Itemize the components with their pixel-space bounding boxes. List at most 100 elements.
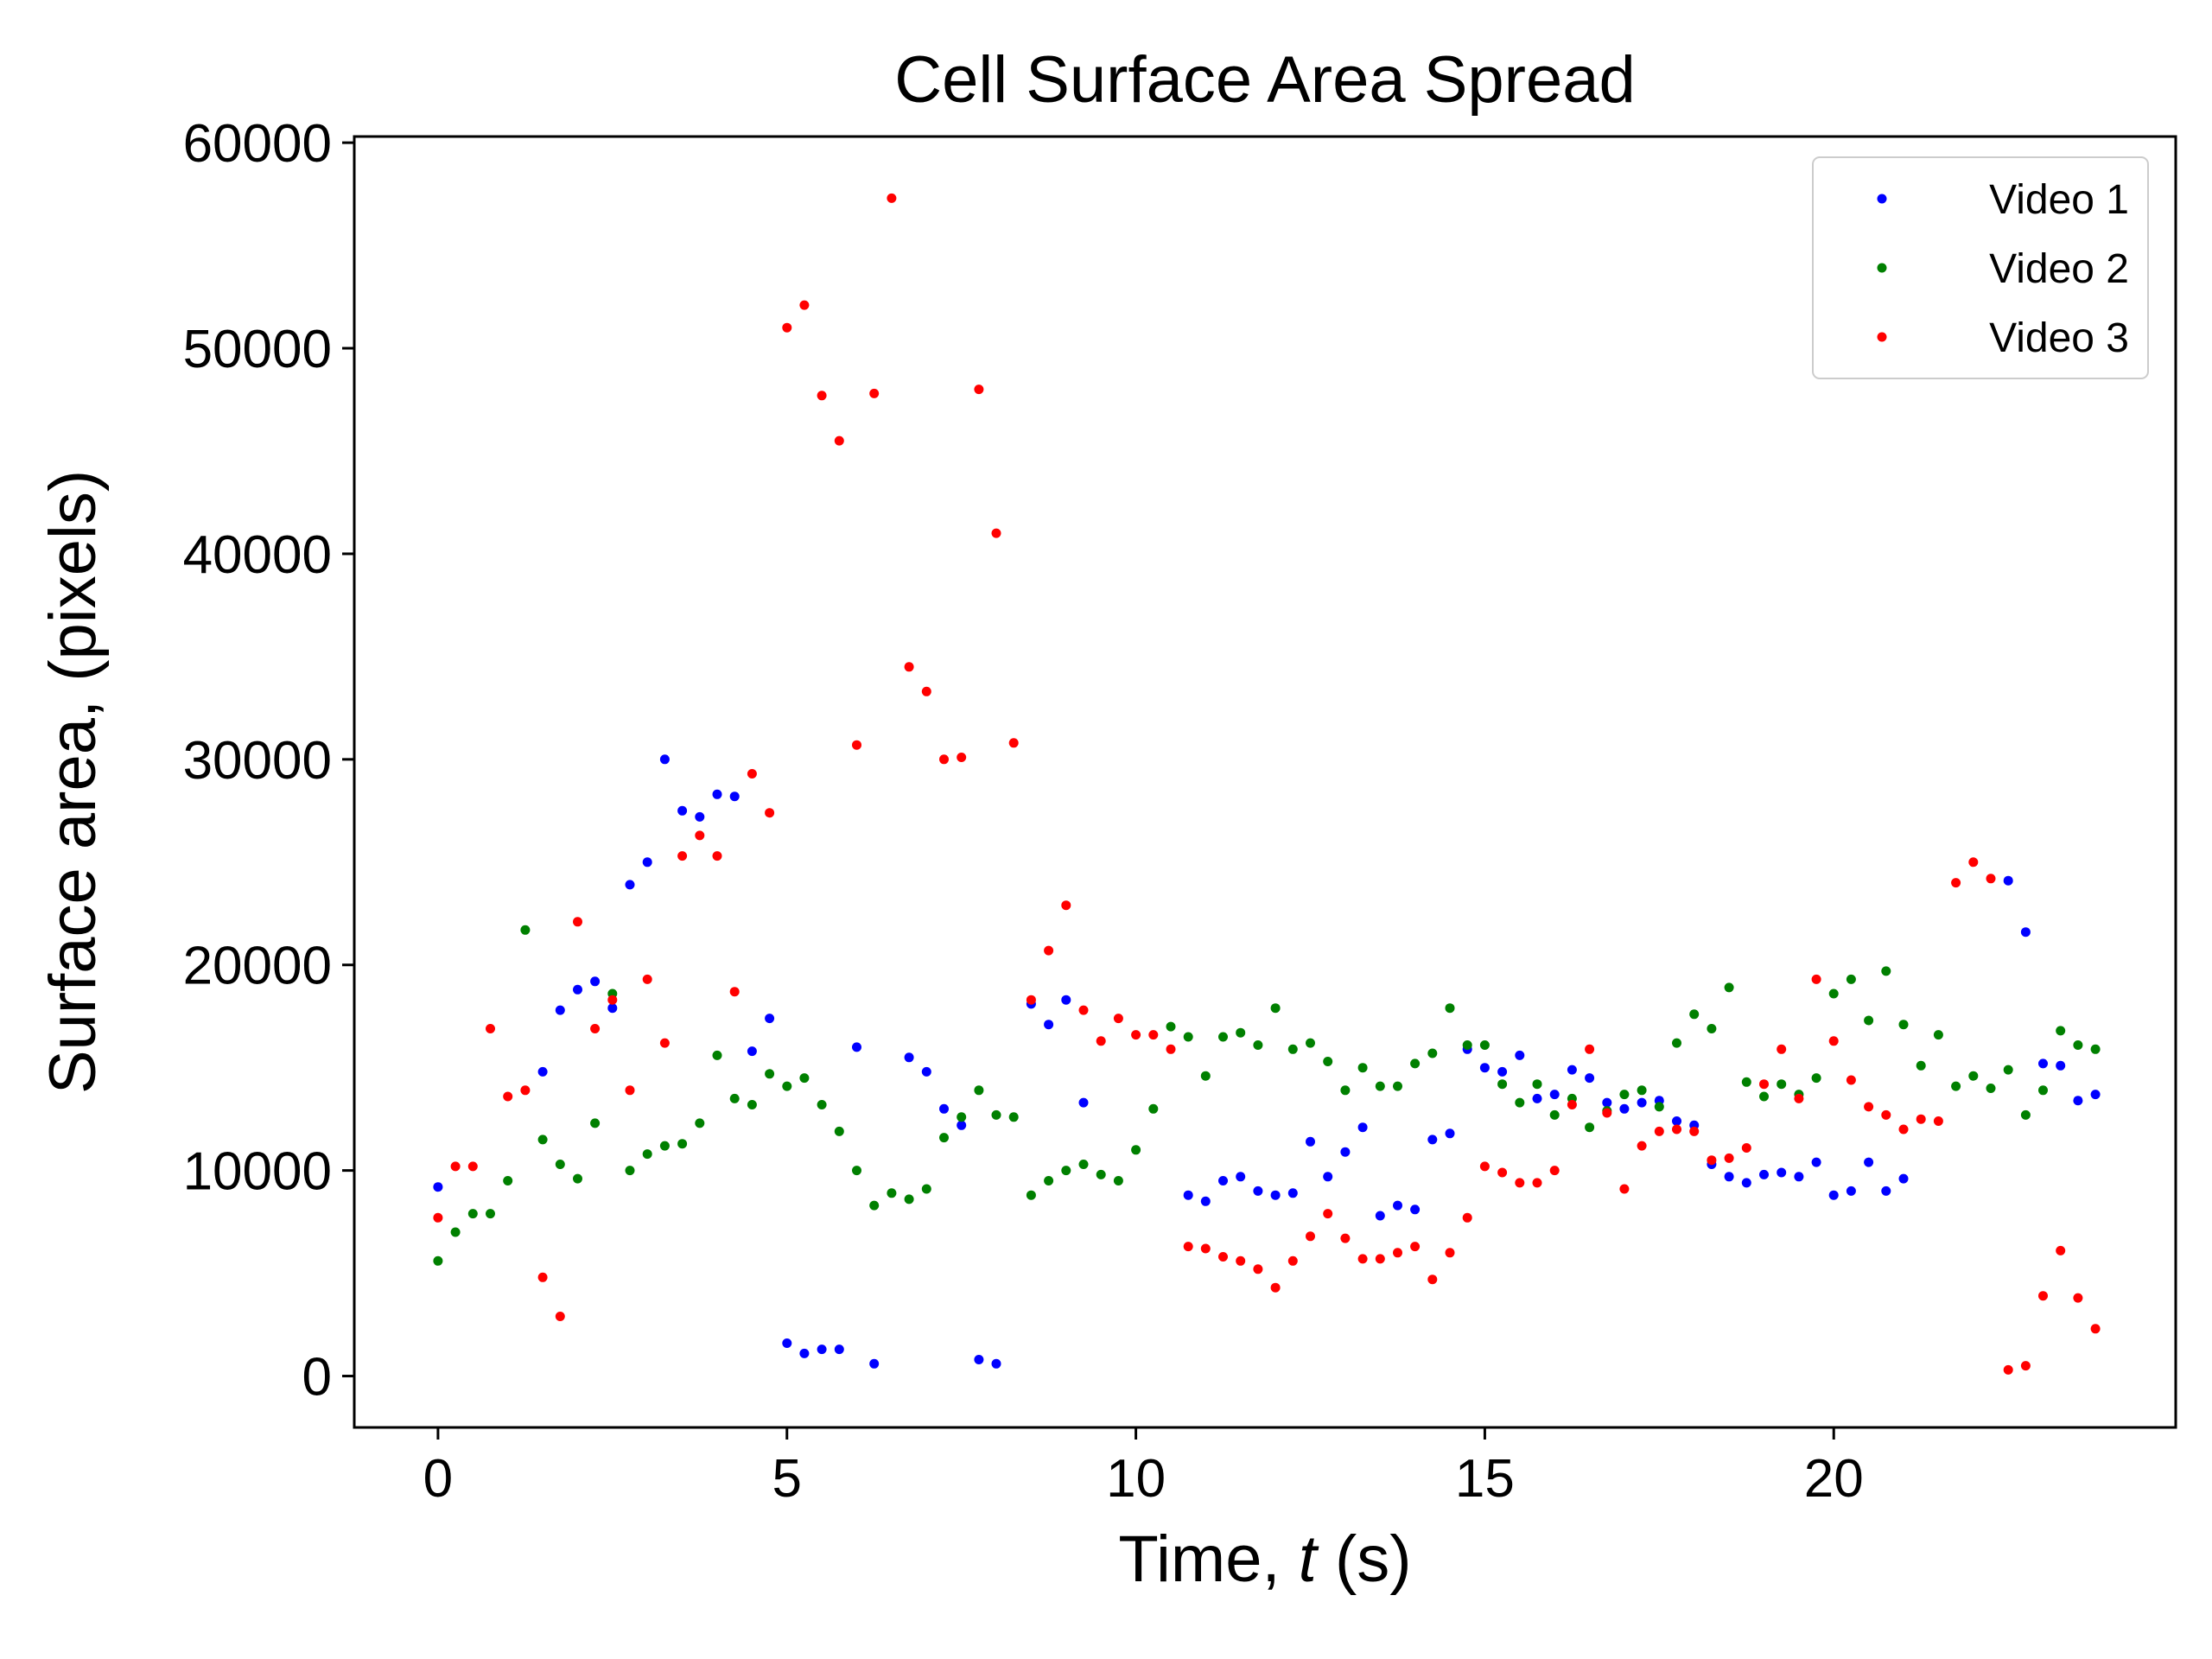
data-point-video-2	[1410, 1058, 1421, 1069]
data-point-video-3	[834, 435, 844, 446]
data-point-video-1	[625, 880, 635, 890]
axis-ticks-layer: 0 5 10 15 20 0 10000 20000 30000 40000 50000 60000	[183, 114, 1864, 1509]
data-point-video-1	[2038, 1058, 2048, 1069]
data-point-video-3	[852, 740, 861, 750]
data-point-video-1	[1532, 1093, 1542, 1103]
data-point-video-1	[1567, 1065, 1577, 1075]
data-point-video-3	[817, 391, 827, 401]
y-tick-label: 20000	[183, 937, 332, 996]
data-point-video-1	[1479, 1063, 1490, 1073]
data-point-video-3	[677, 851, 688, 861]
data-point-video-3	[1497, 1167, 1508, 1178]
data-point-video-3	[747, 769, 757, 779]
data-point-video-3	[1951, 878, 1961, 888]
data-point-video-3	[1741, 1143, 1751, 1153]
data-point-video-2	[1096, 1169, 1106, 1179]
data-point-video-3	[887, 193, 897, 203]
data-point-video-3	[1218, 1252, 1228, 1262]
data-point-video-3	[799, 300, 810, 310]
data-point-video-2	[625, 1166, 635, 1176]
data-point-video-3	[1619, 1184, 1630, 1194]
data-point-video-3	[939, 754, 949, 765]
data-point-video-1	[1323, 1172, 1333, 1182]
data-point-video-3	[1340, 1233, 1351, 1243]
data-point-video-3	[904, 662, 914, 672]
data-point-video-2	[869, 1200, 880, 1211]
data-point-video-2	[1881, 966, 1891, 976]
data-point-video-3	[1061, 900, 1071, 911]
data-point-video-3	[1672, 1124, 1681, 1135]
data-point-video-1	[1253, 1185, 1263, 1196]
data-point-video-3	[1828, 1036, 1839, 1046]
data-point-video-2	[1898, 1020, 1909, 1030]
data-point-video-3	[991, 528, 1001, 538]
data-point-video-1	[939, 1103, 949, 1114]
data-point-video-2	[486, 1209, 495, 1219]
data-point-video-3	[1585, 1044, 1595, 1054]
data-point-video-1	[1881, 1185, 1891, 1196]
data-point-video-1	[957, 1120, 967, 1130]
data-point-video-3	[1148, 1030, 1159, 1040]
data-point-video-2	[1864, 1015, 1874, 1026]
data-point-video-3	[1864, 1102, 1874, 1112]
data-point-video-3	[1200, 1243, 1211, 1254]
y-tick-label: 40000	[183, 525, 332, 585]
data-point-video-2	[1113, 1176, 1123, 1185]
data-point-video-3	[1445, 1248, 1455, 1258]
data-point-video-2	[1828, 988, 1839, 999]
data-point-video-2	[1986, 1084, 1996, 1093]
data-point-video-2	[712, 1050, 722, 1060]
data-point-video-2	[1340, 1085, 1351, 1096]
data-point-video-3	[1183, 1242, 1193, 1252]
data-point-video-1	[1061, 995, 1071, 1005]
data-point-video-3	[1008, 738, 1019, 748]
x-axis-label-text: Time,	[1118, 1522, 1298, 1596]
data-point-video-2	[573, 1173, 582, 1184]
data-point-video-3	[625, 1085, 635, 1096]
data-point-video-3	[729, 987, 740, 997]
data-point-video-1	[433, 1182, 443, 1192]
data-point-video-3	[1078, 1005, 1089, 1015]
data-point-video-3	[957, 753, 967, 762]
data-point-video-2	[659, 1141, 670, 1151]
data-point-video-2	[1445, 1003, 1455, 1014]
data-point-video-1	[1306, 1136, 1315, 1147]
data-point-video-3	[1357, 1254, 1368, 1264]
data-point-video-2	[957, 1112, 967, 1122]
data-point-video-2	[450, 1227, 461, 1237]
data-point-video-3	[1026, 995, 1036, 1005]
data-point-video-3	[1393, 1248, 1402, 1258]
data-point-video-1	[1741, 1178, 1751, 1188]
data-point-video-2	[1619, 1090, 1630, 1100]
x-tick-label: 10	[1106, 1449, 1166, 1509]
data-point-video-1	[642, 857, 652, 868]
data-point-video-2	[1253, 1040, 1263, 1050]
data-point-video-2	[817, 1100, 827, 1109]
data-point-video-2	[1462, 1040, 1472, 1050]
data-point-video-1	[1218, 1176, 1228, 1185]
data-point-video-2	[642, 1149, 652, 1160]
data-point-video-2	[1200, 1071, 1211, 1081]
data-point-video-1	[1549, 1090, 1560, 1100]
data-point-video-1	[974, 1355, 984, 1364]
x-axis-label: Time, t (s)	[1118, 1522, 1411, 1596]
data-point-video-2	[1148, 1103, 1159, 1114]
data-point-video-3	[1375, 1254, 1385, 1264]
data-point-video-2	[677, 1139, 688, 1149]
data-point-video-3	[974, 385, 984, 395]
data-point-video-3	[782, 322, 792, 333]
data-points-layer	[433, 193, 2101, 1375]
data-point-video-3	[590, 1024, 601, 1033]
data-point-video-2	[887, 1188, 897, 1198]
data-point-video-3	[1323, 1209, 1333, 1219]
data-point-video-2	[1078, 1160, 1089, 1169]
data-point-video-3	[467, 1161, 478, 1172]
data-point-video-2	[2003, 1065, 2013, 1075]
data-point-video-1	[1846, 1185, 1856, 1196]
legend-label-video-3: Video 3	[1989, 315, 2129, 361]
plot-frame	[353, 135, 2177, 1429]
data-point-video-2	[1759, 1091, 1769, 1102]
data-point-video-3	[1236, 1255, 1246, 1266]
data-point-video-1	[1602, 1097, 1612, 1108]
